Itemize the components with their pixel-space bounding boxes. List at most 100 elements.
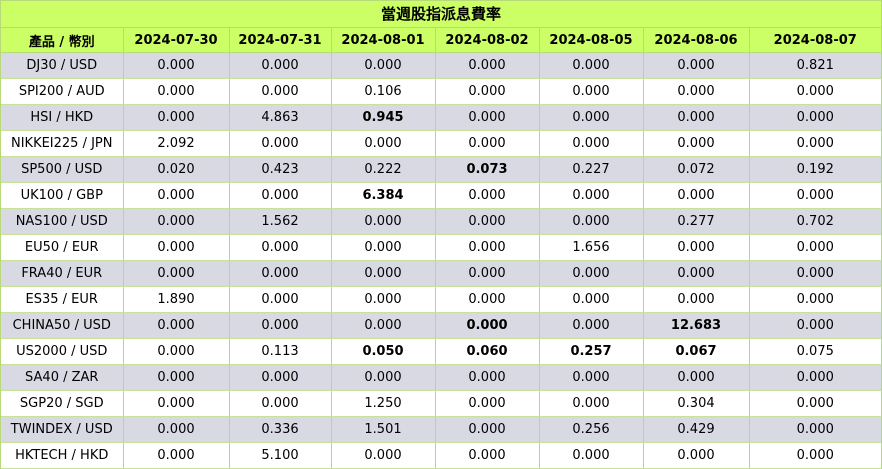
rate-cell: 0.106 (331, 78, 436, 105)
rate-cell: 0.000 (331, 364, 436, 391)
rate-cell: 0.000 (435, 442, 540, 469)
rate-cell: 0.423 (229, 156, 332, 183)
rate-cell: 0.067 (643, 338, 750, 365)
rate-cell: 0.000 (749, 364, 881, 391)
rate-cell: 0.000 (539, 130, 644, 157)
rate-cell: 0.000 (229, 78, 332, 105)
rate-cell: 0.222 (331, 156, 436, 183)
rate-cell: 0.000 (539, 104, 644, 131)
header-date: 2024-08-07 (749, 28, 881, 53)
dividend-rate-table: 產品 / 幣別 2024-07-30 2024-07-31 2024-08-01… (1, 28, 881, 469)
table-title: 當週股指派息費率 (1, 1, 881, 28)
rate-cell: 1.562 (229, 208, 332, 235)
table-row: SP500 / USD 0.020 0.423 0.222 0.073 0.227 0.07… (1, 156, 881, 183)
rate-cell: 0.000 (539, 312, 644, 339)
product-cell: ES35 / EUR (1, 286, 124, 313)
header-date: 2024-08-02 (435, 28, 540, 53)
rate-cell: 0.304 (643, 390, 750, 417)
product-cell: EU50 / EUR (1, 234, 124, 261)
header-date: 2024-07-30 (123, 28, 230, 53)
rate-cell: 0.000 (749, 390, 881, 417)
rate-cell: 0.000 (435, 104, 540, 131)
rate-cell: 0.000 (123, 78, 230, 105)
rate-cell: 0.429 (643, 416, 750, 443)
header-date: 2024-08-01 (331, 28, 436, 53)
rate-cell: 0.000 (539, 52, 644, 79)
table-row: EU50 / EUR 0.000 0.000 0.000 0.000 1.656 0.000… (1, 234, 881, 261)
rate-cell: 0.000 (435, 286, 540, 313)
table-row: HKTECH / HKD 0.000 5.100 0.000 0.000 0.000 0.0… (1, 442, 881, 469)
rate-cell: 0.000 (229, 182, 332, 209)
rate-cell: 0.000 (123, 52, 230, 79)
product-cell: SP500 / USD (1, 156, 124, 183)
rate-cell: 0.000 (539, 364, 644, 391)
rate-cell: 0.000 (331, 312, 436, 339)
rate-cell: 2.092 (123, 130, 230, 157)
rate-cell: 0.000 (539, 182, 644, 209)
rate-cell: 0.000 (229, 130, 332, 157)
rate-cell: 0.000 (435, 234, 540, 261)
table-row: NAS100 / USD 0.000 1.562 0.000 0.000 0.000 0.2… (1, 208, 881, 235)
product-cell: FRA40 / EUR (1, 260, 124, 287)
table-row: DJ30 / USD 0.000 0.000 0.000 0.000 0.000 0.000… (1, 52, 881, 79)
rate-cell: 0.000 (643, 286, 750, 313)
rate-cell: 0.227 (539, 156, 644, 183)
rate-cell: 0.821 (749, 52, 881, 79)
product-cell: SGP20 / SGD (1, 390, 124, 417)
rate-cell: 0.000 (539, 390, 644, 417)
rate-cell: 0.000 (749, 260, 881, 287)
header-date: 2024-08-06 (643, 28, 750, 53)
table-row: US2000 / USD 0.000 0.113 0.050 0.060 0.257 0.0… (1, 338, 881, 365)
product-cell: NIKKEI225 / JPN (1, 130, 124, 157)
rate-cell: 0.000 (539, 442, 644, 469)
rate-cell: 0.000 (123, 390, 230, 417)
rate-cell: 0.000 (123, 416, 230, 443)
product-cell: UK100 / GBP (1, 182, 124, 209)
rate-cell: 0.000 (749, 104, 881, 131)
table-row: TWINDEX / USD 0.000 0.336 1.501 0.000 0.256 0.… (1, 416, 881, 443)
rate-cell: 0.000 (749, 442, 881, 469)
rate-cell: 0.000 (643, 260, 750, 287)
table-row: SGP20 / SGD 0.000 0.000 1.250 0.000 0.000 0.30… (1, 390, 881, 417)
rate-cell: 0.702 (749, 208, 881, 235)
rate-cell: 0.000 (749, 234, 881, 261)
rate-cell: 0.072 (643, 156, 750, 183)
rate-cell: 0.000 (749, 286, 881, 313)
rate-cell: 0.000 (331, 286, 436, 313)
rate-cell: 0.000 (123, 260, 230, 287)
rate-cell: 0.192 (749, 156, 881, 183)
rate-cell: 0.000 (749, 78, 881, 105)
product-cell: NAS100 / USD (1, 208, 124, 235)
table-body: DJ30 / USD 0.000 0.000 0.000 0.000 0.000 0.000… (1, 52, 881, 469)
table-row: NIKKEI225 / JPN 2.092 0.000 0.000 0.000 0.000… (1, 130, 881, 157)
table-row: FRA40 / EUR 0.000 0.000 0.000 0.000 0.000 0.00… (1, 260, 881, 287)
rate-cell: 0.050 (331, 338, 436, 365)
header-date: 2024-08-05 (539, 28, 644, 53)
rate-cell: 0.257 (539, 338, 644, 365)
product-cell: DJ30 / USD (1, 52, 124, 79)
rate-cell: 0.000 (331, 442, 436, 469)
rate-cell: 1.656 (539, 234, 644, 261)
table-row: CHINA50 / USD 0.000 0.000 0.000 0.000 0.000 12… (1, 312, 881, 339)
rate-cell: 0.075 (749, 338, 881, 365)
rate-cell: 0.000 (643, 182, 750, 209)
header-product: 產品 / 幣別 (1, 28, 124, 53)
product-cell: TWINDEX / USD (1, 416, 124, 443)
rate-cell: 0.000 (539, 286, 644, 313)
header-row: 產品 / 幣別 2024-07-30 2024-07-31 2024-08-01… (1, 28, 881, 53)
table-row: SA40 / ZAR 0.000 0.000 0.000 0.000 0.000 0.000… (1, 364, 881, 391)
rate-cell: 0.000 (435, 364, 540, 391)
rate-cell: 0.000 (435, 312, 540, 339)
rate-cell: 0.000 (643, 104, 750, 131)
rate-cell: 0.256 (539, 416, 644, 443)
rate-cell: 0.000 (331, 260, 436, 287)
rate-cell: 0.336 (229, 416, 332, 443)
rate-cell: 0.000 (229, 234, 332, 261)
rate-cell: 0.000 (749, 312, 881, 339)
rate-cell: 0.000 (123, 442, 230, 469)
rate-cell: 0.000 (435, 52, 540, 79)
rate-cell: 0.000 (539, 208, 644, 235)
rate-cell: 0.000 (123, 312, 230, 339)
product-cell: CHINA50 / USD (1, 312, 124, 339)
rate-cell: 0.000 (435, 130, 540, 157)
